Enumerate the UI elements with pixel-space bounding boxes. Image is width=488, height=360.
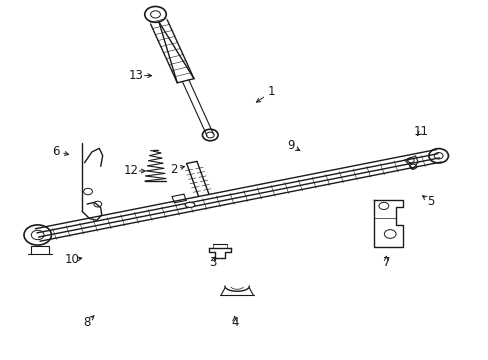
Text: 7: 7: [382, 256, 389, 269]
Text: 6: 6: [52, 145, 60, 158]
Text: 8: 8: [83, 316, 91, 329]
Text: 9: 9: [286, 139, 294, 152]
Ellipse shape: [185, 202, 195, 207]
Text: 5: 5: [426, 195, 433, 208]
Text: 2: 2: [169, 163, 177, 176]
Text: 1: 1: [267, 85, 275, 98]
Text: 11: 11: [413, 125, 428, 138]
Text: 3: 3: [208, 256, 216, 269]
Text: 4: 4: [230, 316, 238, 329]
Text: 12: 12: [123, 165, 138, 177]
Text: 13: 13: [128, 69, 143, 82]
Text: 10: 10: [65, 253, 80, 266]
